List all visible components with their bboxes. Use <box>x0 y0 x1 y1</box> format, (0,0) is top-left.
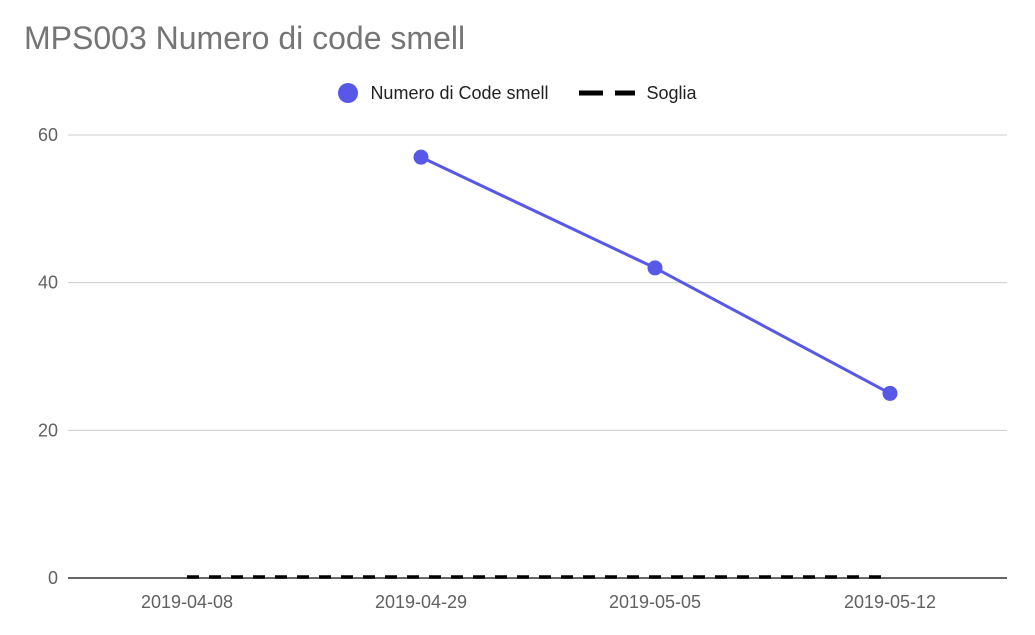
y-axis-tick-labels: 0 20 40 60 <box>38 125 58 588</box>
x-tick-label: 2019-04-08 <box>141 592 233 612</box>
data-point-code-smell <box>413 149 429 165</box>
y-tick-label: 20 <box>38 420 58 440</box>
y-tick-label: 40 <box>38 273 58 293</box>
gridlines <box>68 134 1007 579</box>
series-layer <box>187 149 898 579</box>
legend: Numero di Code smell Soglia <box>0 80 1035 106</box>
legend-marker-circle-icon <box>338 83 359 103</box>
x-tick-label: 2019-05-12 <box>844 592 936 612</box>
data-point-code-smell <box>647 260 663 276</box>
x-tick-label: 2019-05-05 <box>609 592 701 612</box>
y-tick-label: 0 <box>48 568 58 588</box>
legend-label-series-1: Soglia <box>646 82 697 103</box>
chart-title: MPS003 Numero di code smell <box>24 20 466 56</box>
legend-label-series-0: Numero di Code smell <box>370 82 549 103</box>
legend-marker-dash-icon <box>578 90 635 96</box>
y-tick-label: 60 <box>38 125 58 145</box>
legend-item-series-1[interactable]: Soglia <box>578 82 697 104</box>
x-tick-label: 2019-04-29 <box>375 592 467 612</box>
data-point-code-smell <box>882 385 898 401</box>
legend-item-series-0[interactable]: Numero di Code smell <box>338 82 549 104</box>
x-axis-tick-labels: 2019-04-08 2019-04-29 2019-05-05 2019-05-12 <box>141 592 936 612</box>
